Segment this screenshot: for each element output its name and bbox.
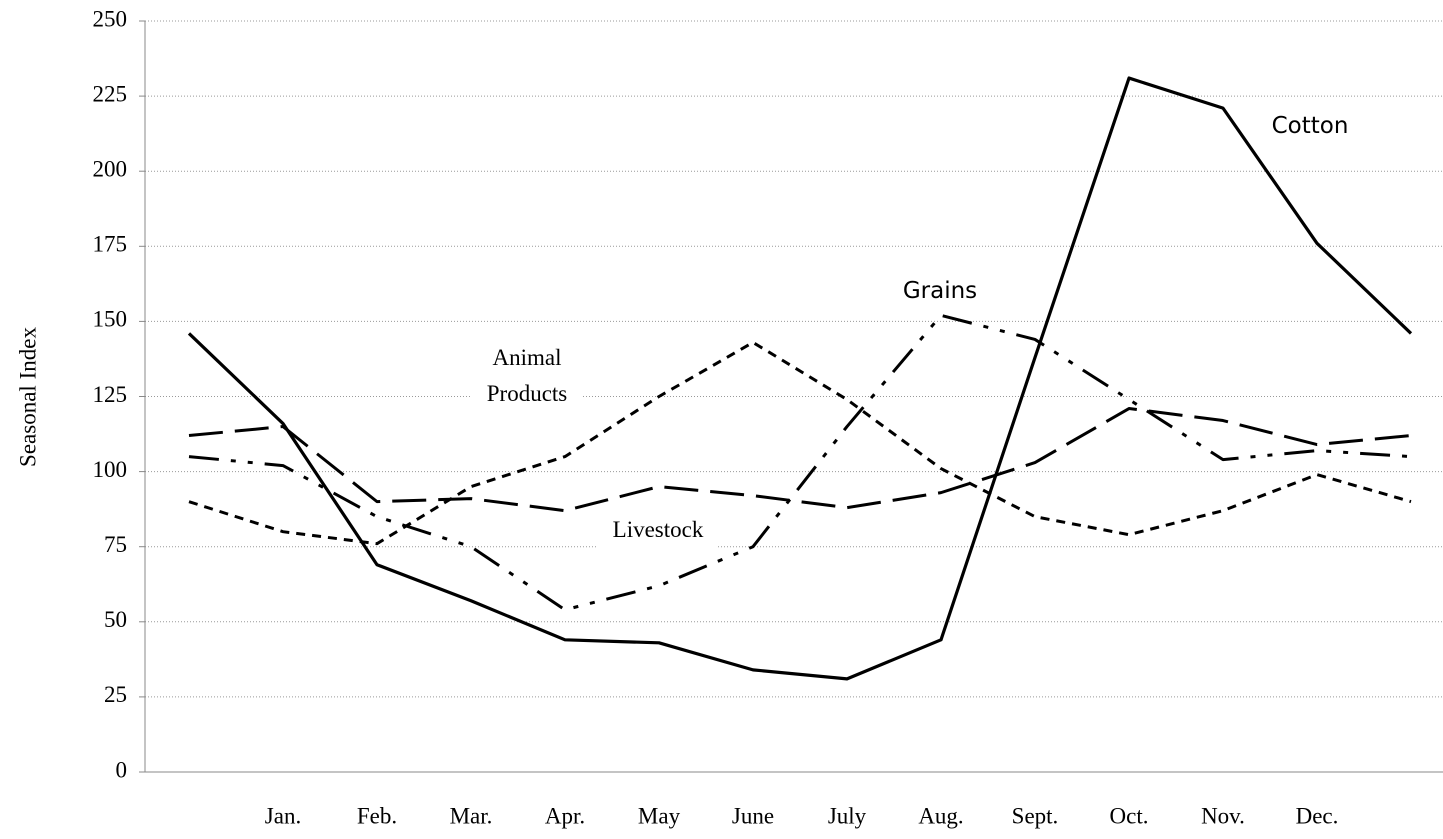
y-tick-label: 50 (104, 607, 127, 632)
y-tick-label: 100 (93, 457, 128, 482)
series-line (188, 340, 1412, 546)
series-label: Livestock (598, 512, 718, 548)
x-tick-label: Mar. (450, 803, 493, 828)
y-tick-label: 150 (93, 307, 128, 332)
y-tick-label: 250 (93, 6, 128, 31)
series-label: Animal Products (472, 340, 582, 412)
series-line (188, 407, 1412, 513)
y-tick-label: 25 (104, 682, 127, 707)
x-tick-label: Feb. (357, 803, 397, 828)
series-label: Cotton (1271, 113, 1349, 139)
y-axis-label: Seasonal Index (15, 327, 40, 467)
series-line (187, 76, 1413, 681)
y-tick-label: 200 (93, 156, 128, 181)
x-tick-label: Oct. (1110, 803, 1149, 828)
y-tick-label: 175 (93, 232, 128, 257)
x-tick-label: May (638, 803, 681, 828)
x-tick-label: Aug. (918, 803, 963, 828)
y-tick-label: 0 (116, 757, 128, 782)
series-line (188, 313, 1412, 612)
x-tick-label: June (732, 803, 774, 828)
x-tick-label: Jan. (265, 803, 301, 828)
x-tick-label: Nov. (1201, 803, 1245, 828)
y-tick-label: 225 (93, 81, 128, 106)
x-tick-label: Apr. (545, 803, 585, 828)
x-tick-label: Dec. (1296, 803, 1339, 828)
series-label: Grains (902, 278, 978, 304)
x-tick-label: Sept. (1012, 803, 1059, 828)
y-tick-label: 75 (104, 532, 127, 557)
x-tick-label: July (828, 803, 867, 828)
y-tick-label: 125 (93, 382, 128, 407)
